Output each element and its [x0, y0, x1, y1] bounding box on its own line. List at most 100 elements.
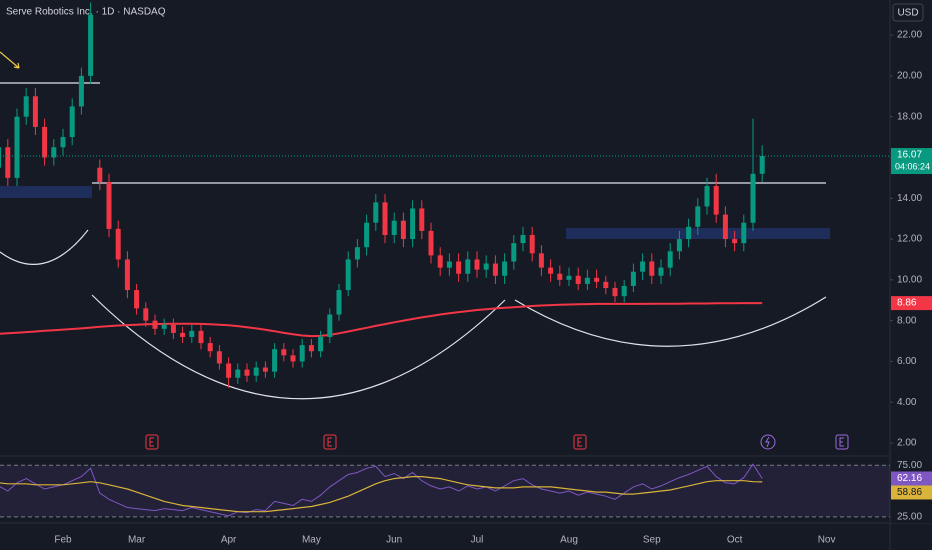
candle-body — [713, 186, 719, 215]
candle-body — [704, 186, 710, 207]
x-tick-label: Sep — [643, 535, 661, 546]
moving-average-line — [0, 302, 763, 338]
candle-body — [520, 234, 526, 244]
candle-body — [502, 261, 508, 276]
candle-body — [253, 367, 259, 376]
candle-body — [640, 261, 646, 272]
y-tick-label: 6.00 — [897, 356, 917, 367]
candle-body — [78, 75, 84, 107]
y-tick-label: 12.00 — [897, 234, 922, 245]
candle-body — [575, 275, 581, 284]
candle-body — [354, 247, 360, 260]
x-tick-label: Oct — [727, 535, 743, 546]
candle-body — [235, 369, 241, 378]
candle-body — [483, 263, 489, 270]
candle-body — [308, 345, 314, 352]
candle-body — [759, 156, 765, 174]
x-tick-label: Jun — [386, 535, 402, 546]
candle-body — [557, 273, 563, 280]
candle-body — [676, 239, 682, 252]
candle-body — [14, 116, 20, 178]
candle-body — [658, 267, 664, 276]
x-tick-label: May — [302, 535, 321, 546]
x-tick-label: Apr — [221, 535, 237, 546]
earnings-icon[interactable] — [573, 434, 587, 450]
candle-body — [465, 259, 471, 274]
rsi-line — [0, 463, 763, 517]
ma-price-label: 8.86 — [897, 298, 917, 309]
y-tick-label: 14.00 — [897, 193, 922, 204]
dividend-glyph — [765, 436, 770, 448]
candle-body — [51, 147, 57, 158]
candle-body — [603, 281, 609, 289]
candle-body — [446, 261, 452, 268]
y-tick-label: 18.00 — [897, 111, 922, 122]
earnings-icon[interactable] — [145, 434, 159, 450]
candle-body — [686, 226, 692, 240]
candle-body — [272, 349, 278, 372]
candle-body — [732, 239, 738, 244]
rsi-value-label: 62.16 — [897, 473, 922, 484]
earnings-icon[interactable] — [835, 434, 849, 450]
candle-body — [336, 290, 342, 315]
candle-body — [584, 277, 590, 284]
candle-body — [60, 137, 66, 148]
candle-body — [327, 314, 333, 337]
candle-body — [97, 167, 103, 182]
candle-body — [492, 263, 498, 276]
arc — [0, 229, 89, 265]
candle-body — [207, 343, 213, 352]
x-tick-label: Jul — [471, 535, 484, 546]
candle-body — [474, 259, 480, 270]
chart-title: Serve Robotics Inc. · 1D · NASDAQ — [6, 7, 166, 18]
candle-body — [143, 308, 149, 321]
candle-body — [538, 253, 544, 268]
x-tick-label: Feb — [54, 535, 72, 546]
candle-body — [115, 228, 121, 260]
candle-body — [373, 202, 379, 223]
candle-body — [437, 255, 443, 268]
candle-body — [382, 202, 388, 235]
arc — [91, 294, 506, 400]
earnings-glyph — [839, 437, 844, 447]
dividend-icon[interactable] — [760, 434, 776, 450]
candle-body — [216, 351, 222, 364]
candle-body — [124, 259, 130, 291]
candle-body — [32, 96, 38, 127]
candle-body — [299, 345, 305, 362]
candle-body — [281, 349, 287, 356]
candle-body — [722, 214, 728, 240]
candle-body — [391, 220, 397, 235]
rsi-band — [0, 465, 890, 517]
earnings-icon[interactable] — [323, 434, 337, 450]
earnings-glyph — [577, 437, 582, 447]
candle-body — [741, 222, 747, 244]
candle-body — [612, 288, 618, 297]
candle-body — [262, 367, 268, 372]
candle-body — [290, 355, 296, 362]
currency-button[interactable] — [892, 3, 924, 22]
candle-body — [649, 261, 655, 276]
currency-label: USD — [897, 8, 918, 19]
rsi-ma-line — [0, 476, 763, 513]
rsi-tick-label: 75.00 — [897, 460, 922, 471]
candle-body — [88, 14, 94, 76]
candle-body — [419, 208, 425, 231]
candle-body — [400, 220, 406, 240]
arrow — [0, 51, 20, 69]
earnings-glyph — [149, 437, 154, 447]
candle-body — [428, 230, 434, 256]
x-tick-label: Mar — [128, 535, 146, 546]
candle-body — [548, 267, 554, 274]
candle-body — [345, 259, 351, 291]
x-tick-label: Nov — [818, 535, 836, 546]
candle-body — [318, 336, 324, 352]
candle-body — [511, 243, 517, 262]
candle-body — [750, 173, 756, 223]
rsi-tick-label: 25.00 — [897, 511, 922, 522]
rsi-ma-value-box — [891, 485, 932, 500]
candle-body — [566, 275, 572, 280]
candle-body — [180, 332, 186, 337]
candle-body — [42, 126, 48, 158]
